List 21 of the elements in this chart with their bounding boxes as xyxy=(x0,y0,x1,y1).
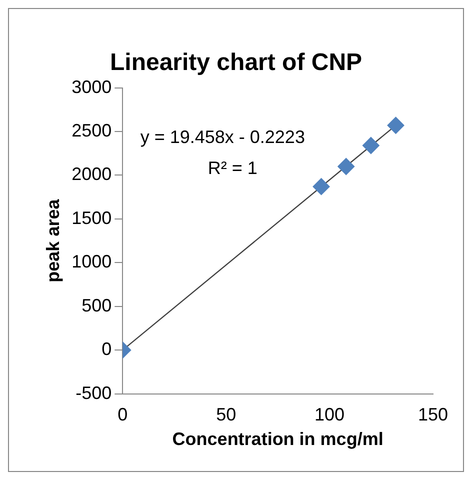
y-tick-label: -500 xyxy=(76,382,112,403)
y-tick-label: 500 xyxy=(82,295,112,316)
y-tick-label: 2500 xyxy=(72,120,112,140)
y-tick-label: 1500 xyxy=(72,208,112,228)
point xyxy=(387,116,404,134)
x-tick-label: 0 xyxy=(118,404,128,425)
y-tick-label: 1000 xyxy=(72,252,112,272)
point xyxy=(312,178,330,196)
y-axis-title: peak area xyxy=(42,198,63,282)
x-tick-label: 100 xyxy=(314,404,345,425)
y-tick-label: 0 xyxy=(102,339,112,360)
y-tick-label: 2000 xyxy=(72,164,112,184)
y-tick-label: 3000 xyxy=(72,76,112,97)
chart-title: Linearity chart of CNP xyxy=(110,49,362,76)
annotation: y = 19.458x - 0.2223 xyxy=(140,126,305,147)
x-axis-title: Concentration in mcg/ml xyxy=(172,429,384,450)
x-tick-label: 50 xyxy=(216,404,236,425)
annotation: R² = 1 xyxy=(208,158,258,178)
x-tick-label: 150 xyxy=(418,404,448,425)
point xyxy=(338,158,355,175)
point xyxy=(362,137,380,154)
